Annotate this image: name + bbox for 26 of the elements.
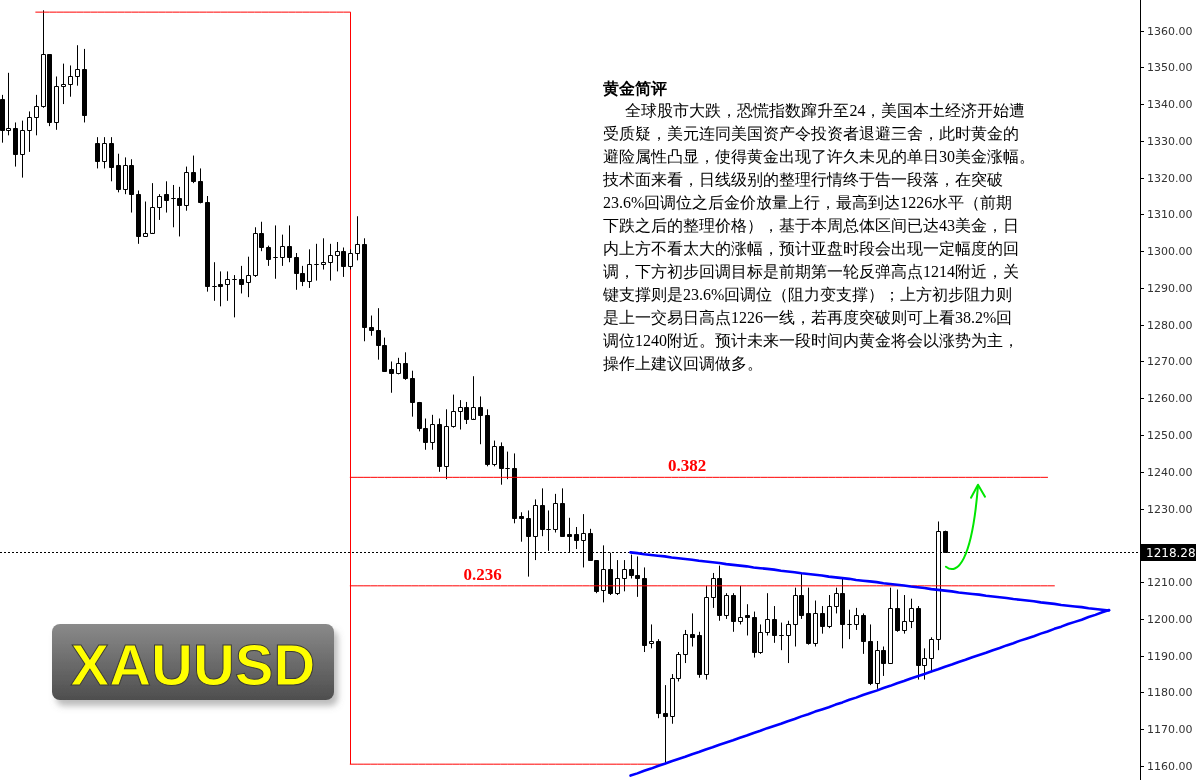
y-tick-label: 1200.00 bbox=[1147, 613, 1193, 626]
y-tick-label: 1310.00 bbox=[1147, 208, 1193, 221]
y-tick-label: 1230.00 bbox=[1147, 503, 1193, 516]
series-label: 0.382 bbox=[667, 456, 707, 476]
y-tick-label: 1210.00 bbox=[1147, 576, 1193, 589]
text: XAUUSD bbox=[70, 631, 316, 697]
y-tick-label: 1280.00 bbox=[1147, 319, 1193, 332]
y-tick-label: 1240.00 bbox=[1147, 466, 1193, 479]
y-tick-label: 1300.00 bbox=[1147, 245, 1193, 258]
y-tick-label: 1190.00 bbox=[1147, 650, 1193, 663]
y-tick-label: 1250.00 bbox=[1147, 429, 1193, 442]
y-tick-label: 1260.00 bbox=[1147, 392, 1193, 405]
y-tick-label: 1290.00 bbox=[1147, 282, 1193, 295]
ref-line-label: 1218.28 bbox=[1146, 545, 1196, 560]
y-tick-label: 1160.00 bbox=[1147, 760, 1193, 773]
y-tick-label: 1270.00 bbox=[1147, 355, 1193, 368]
y-tick-label: 1330.00 bbox=[1147, 135, 1193, 148]
y-tick-label: 1360.00 bbox=[1147, 25, 1193, 38]
y-tick-label: 1340.00 bbox=[1147, 98, 1193, 111]
annotation: 黄金简评 bbox=[602, 79, 667, 97]
y-tick-label: 1170.00 bbox=[1147, 723, 1193, 736]
text: 全球股市大跌，恐慌指数蹿升至24，美国本土经济开始遭受质疑，美元连同美国资产令投资者退避三舍，此时黄金的避险属性凸显，使得黄金出现了许久未见的单日30美金涨幅。技术面来看，日线级别的整理行情终于告一段落，在突破23.6%回调位之后金价放量上行，最高到达1226水平（前期下跌之后的整理价格），基于本周总体区间已达43美金，日内上方不看太大的涨幅，预计亚盘时段会出现一定幅度的回调，下方初步回调目标是前期第一轮反弹高点1214附近，关键支撑则是23.6%回调位（阻力变支撑）；上方初步阻力则是上一交易日高点1226一线，若再度突破则可上看38.2%回调位1240附近。预计未来一段时间内黄金将会以涨势为主，操作上建议回调做多。 bbox=[603, 101, 1035, 372]
y-tick-label: 1180.00 bbox=[1147, 686, 1193, 699]
y-tick-label: 1350.00 bbox=[1147, 61, 1193, 74]
y-tick-label: 1320.00 bbox=[1147, 172, 1193, 185]
series-label: 0.236 bbox=[463, 564, 502, 584]
